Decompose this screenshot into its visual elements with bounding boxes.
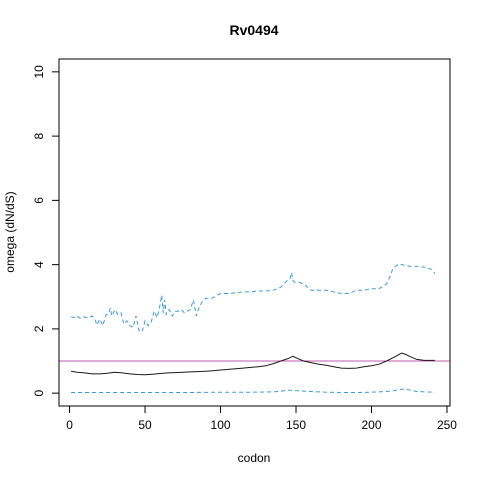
x-tick-label: 250 bbox=[437, 418, 457, 432]
y-tick-label: 2 bbox=[32, 325, 46, 332]
x-tick-label: 150 bbox=[286, 418, 306, 432]
chart-title: Rv0494 bbox=[229, 22, 278, 38]
y-tick-label: 10 bbox=[32, 65, 46, 79]
x-tick-label: 50 bbox=[138, 418, 152, 432]
x-tick-label: 200 bbox=[361, 418, 381, 432]
y-tick-label: 6 bbox=[32, 197, 46, 204]
y-axis-label: omega (dN/dS) bbox=[3, 191, 17, 272]
x-tick-label: 0 bbox=[66, 418, 73, 432]
x-tick-label: 100 bbox=[211, 418, 231, 432]
series-line-estimate bbox=[71, 352, 435, 376]
plot-marks: 0 50 100 150 200 250 0 2 4 6 8 10 bbox=[32, 65, 457, 432]
y-tick-label: 4 bbox=[32, 261, 46, 268]
y-tick-label: 8 bbox=[32, 132, 46, 139]
x-axis-label: codon bbox=[238, 451, 271, 465]
series-line-lower bbox=[71, 388, 435, 393]
y-tick-label: 0 bbox=[32, 389, 46, 396]
plot-frame bbox=[58, 58, 451, 407]
series-line-upper bbox=[70, 263, 436, 333]
